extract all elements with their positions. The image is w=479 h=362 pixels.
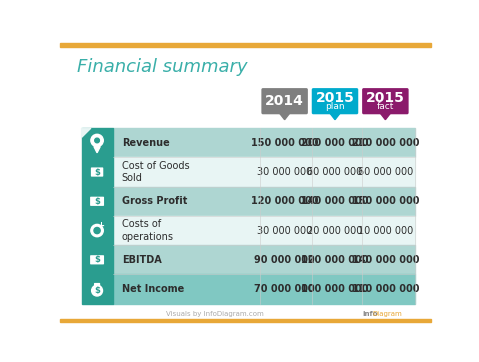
Text: plan: plan [325, 102, 345, 111]
FancyBboxPatch shape [91, 167, 103, 177]
Text: 2015: 2015 [316, 92, 354, 105]
FancyBboxPatch shape [312, 88, 358, 114]
FancyBboxPatch shape [362, 88, 409, 114]
Bar [113, 274, 415, 304]
Text: Revenue: Revenue [122, 138, 170, 148]
Bar [113, 187, 415, 216]
Text: Financial summary: Financial summary [77, 58, 248, 76]
Polygon shape [380, 113, 391, 120]
Circle shape [91, 224, 103, 237]
Bar [60, 319, 431, 322]
FancyBboxPatch shape [90, 197, 104, 206]
Text: 150 000 000: 150 000 000 [251, 138, 319, 148]
Text: 150 000 000: 150 000 000 [352, 196, 419, 206]
Circle shape [94, 227, 100, 233]
Text: 10 000 000: 10 000 000 [358, 226, 413, 236]
Text: 110 000 000: 110 000 000 [352, 284, 419, 294]
Text: 200 000 000: 200 000 000 [301, 138, 369, 148]
Polygon shape [279, 113, 290, 120]
Polygon shape [94, 147, 100, 153]
Text: 30 000 000: 30 000 000 [257, 167, 312, 177]
Text: 140 000 000: 140 000 000 [352, 255, 419, 265]
Text: Net Income: Net Income [122, 284, 184, 294]
FancyBboxPatch shape [262, 88, 308, 114]
Text: 210 000 000: 210 000 000 [352, 138, 419, 148]
Text: info: info [362, 311, 377, 317]
Text: 20 000 000: 20 000 000 [308, 226, 363, 236]
Bar [113, 128, 415, 157]
Text: Gross Profit: Gross Profit [122, 196, 187, 206]
Text: 140 000 000: 140 000 000 [301, 196, 369, 206]
Text: Visuals by InfoDiagram.com: Visuals by InfoDiagram.com [166, 311, 264, 317]
Text: Costs of
operations: Costs of operations [122, 219, 174, 242]
Text: 100 000 000: 100 000 000 [301, 284, 369, 294]
Text: $: $ [94, 168, 100, 177]
Text: Cost of Goods
Sold: Cost of Goods Sold [122, 161, 190, 183]
Circle shape [91, 285, 103, 296]
Circle shape [95, 138, 100, 143]
Bar [113, 216, 415, 245]
Text: 30 000 000: 30 000 000 [257, 226, 312, 236]
FancyBboxPatch shape [90, 255, 104, 264]
Text: Diagram: Diagram [372, 311, 402, 317]
Polygon shape [81, 128, 91, 138]
Bar [60, 43, 431, 47]
Text: EBITDA: EBITDA [122, 255, 161, 265]
Text: $: $ [94, 197, 100, 206]
Text: $: $ [94, 255, 100, 264]
Text: fact: fact [376, 102, 394, 111]
Text: 120 000 000: 120 000 000 [301, 255, 369, 265]
Bar [113, 157, 415, 187]
Polygon shape [330, 113, 341, 120]
FancyBboxPatch shape [94, 283, 100, 288]
Text: 2014: 2014 [265, 94, 304, 108]
Text: $: $ [94, 286, 100, 295]
Bar [113, 245, 415, 274]
Text: 70 000 000: 70 000 000 [254, 284, 315, 294]
Circle shape [91, 134, 103, 147]
Text: 2015: 2015 [366, 92, 405, 105]
Text: 60 000 000: 60 000 000 [308, 167, 363, 177]
Text: +: + [97, 222, 104, 231]
Text: 90 000 000: 90 000 000 [254, 255, 315, 265]
Bar [81, 128, 113, 304]
Text: 60 000 000: 60 000 000 [358, 167, 413, 177]
Text: 120 000 000: 120 000 000 [251, 196, 319, 206]
